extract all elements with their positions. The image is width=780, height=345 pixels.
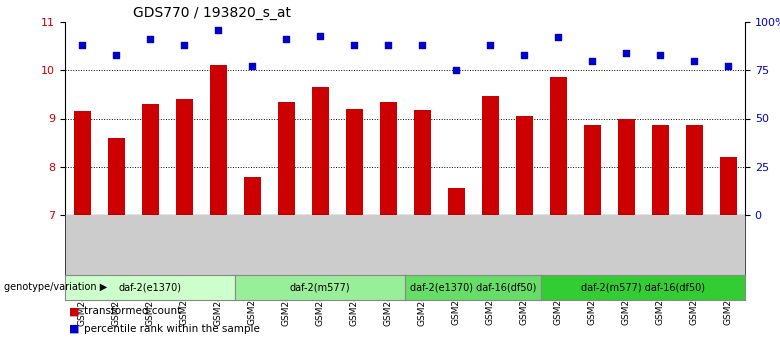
Bar bbox=[413, 110, 431, 345]
Point bbox=[654, 52, 666, 58]
Text: daf-2(e1370): daf-2(e1370) bbox=[119, 283, 182, 293]
Point bbox=[381, 42, 394, 48]
Bar bbox=[380, 102, 396, 345]
Bar bbox=[311, 87, 328, 345]
Bar bbox=[108, 138, 125, 345]
Bar bbox=[719, 157, 736, 345]
Point bbox=[178, 42, 190, 48]
Point bbox=[586, 58, 598, 63]
Bar bbox=[73, 111, 90, 345]
Point bbox=[246, 63, 258, 69]
Point bbox=[280, 37, 292, 42]
Bar bbox=[549, 78, 566, 345]
Bar bbox=[346, 109, 363, 345]
Text: daf-2(e1370) daf-16(df50): daf-2(e1370) daf-16(df50) bbox=[410, 283, 536, 293]
Point bbox=[518, 52, 530, 58]
Point bbox=[416, 42, 428, 48]
Text: daf-2(m577) daf-16(df50): daf-2(m577) daf-16(df50) bbox=[581, 283, 705, 293]
Point bbox=[110, 52, 122, 58]
Point bbox=[620, 50, 633, 56]
Bar bbox=[583, 125, 601, 345]
Point bbox=[484, 42, 496, 48]
Bar bbox=[176, 99, 193, 345]
Point bbox=[76, 42, 88, 48]
Text: ■: ■ bbox=[69, 324, 80, 334]
Text: daf-2(m577): daf-2(m577) bbox=[289, 283, 350, 293]
Bar bbox=[651, 125, 668, 345]
Bar bbox=[243, 177, 261, 345]
Point bbox=[314, 33, 326, 38]
Bar bbox=[210, 66, 226, 345]
Bar bbox=[141, 104, 158, 345]
Text: ■: ■ bbox=[69, 306, 80, 316]
Point bbox=[211, 27, 224, 32]
Point bbox=[551, 35, 564, 40]
Bar bbox=[481, 96, 498, 345]
Text: genotype/variation ▶: genotype/variation ▶ bbox=[4, 283, 107, 293]
Bar bbox=[448, 188, 465, 345]
Point bbox=[450, 68, 463, 73]
Point bbox=[348, 42, 360, 48]
Text: transformed count: transformed count bbox=[84, 306, 182, 316]
Text: GDS770 / 193820_s_at: GDS770 / 193820_s_at bbox=[133, 6, 291, 20]
Point bbox=[688, 58, 700, 63]
Point bbox=[144, 37, 156, 42]
Bar bbox=[278, 102, 295, 345]
Text: percentile rank within the sample: percentile rank within the sample bbox=[84, 324, 261, 334]
Bar bbox=[686, 125, 703, 345]
Bar bbox=[516, 116, 533, 345]
Point bbox=[722, 63, 734, 69]
Bar bbox=[618, 119, 634, 345]
